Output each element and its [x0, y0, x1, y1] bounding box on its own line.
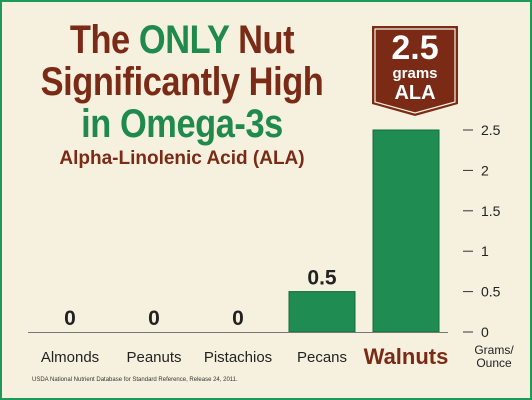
category-label-walnuts: Walnuts: [364, 344, 449, 369]
walnut-value-badge: 2.5 grams ALA: [372, 26, 458, 116]
headline-line-2: Significantly High: [40, 60, 324, 104]
source-citation: USDA National Nutrient Database for Stan…: [32, 377, 238, 383]
category-label-almonds: Almonds: [41, 349, 99, 366]
value-label-pecans: 0.5: [307, 267, 337, 290]
bar-pecans: [288, 291, 356, 333]
y-axis-unit-label: Grams/: [474, 343, 514, 357]
value-label-almonds: 0: [64, 307, 76, 330]
headline-part-1: The: [69, 18, 139, 62]
bars-layer: [288, 129, 440, 333]
bar-walnuts: [372, 129, 440, 333]
y-tick-label: 0: [481, 324, 489, 340]
y-axis-unit-label: Ounce: [476, 356, 512, 370]
badge-unit: grams: [392, 65, 438, 82]
y-tick-label: 2: [481, 162, 489, 178]
badge-value: 2.5: [391, 29, 439, 67]
badge-shape: [372, 26, 458, 116]
category-label-pistachios: Pistachios: [204, 349, 272, 366]
value-label-pistachios: 0: [232, 307, 244, 330]
category-label-pecans: Pecans: [297, 349, 347, 366]
value-label-peanuts: 0: [148, 307, 160, 330]
chart-subtitle: Alpha-Linolenic Acid (ALA): [59, 148, 305, 169]
badge-name: ALA: [394, 82, 436, 104]
headline-part-2: Nut: [228, 18, 295, 62]
category-label-peanuts: Peanuts: [126, 349, 181, 366]
headline-line-1: The ONLY Nut: [27, 20, 337, 60]
headline-line-3: in Omega-3s: [81, 102, 283, 146]
headline-highlight: ONLY: [138, 18, 229, 62]
y-axis-ticks: 0 0.5 1 1.5 2 2.5 Grams/Ounce: [463, 122, 514, 370]
labels-layer: 0 Almonds 0 Peanuts 0 Pistachios 0.5 Pecans Waln…: [41, 267, 449, 369]
y-tick-label: 1.5: [481, 203, 501, 219]
y-tick-label: 1: [481, 243, 489, 259]
y-tick-label: 0.5: [481, 284, 501, 300]
y-tick-label: 2.5: [481, 122, 501, 138]
